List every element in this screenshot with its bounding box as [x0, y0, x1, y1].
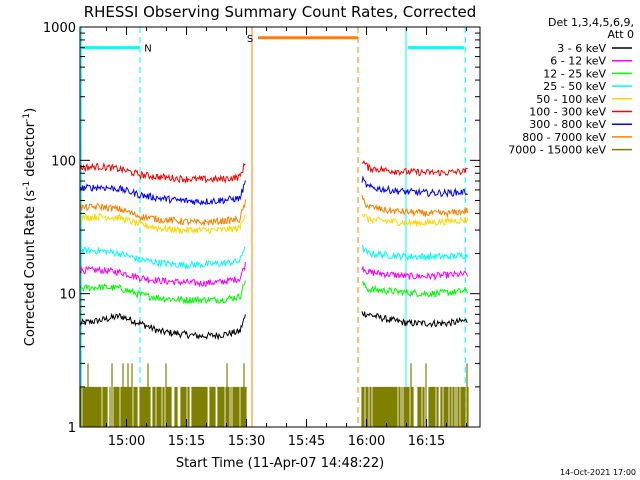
series-0-segment-0 — [79, 312, 246, 341]
y-tick-label-1: 10 — [59, 288, 76, 303]
y-tick-label-0: 1 — [68, 421, 76, 436]
series-2 — [79, 280, 469, 306]
legend-label-0: 3 - 6 keV — [557, 42, 606, 55]
series-5 — [79, 159, 468, 185]
legend-label-3: 25 - 50 keV — [543, 80, 606, 93]
plot-frame — [79, 26, 481, 428]
x-tick-label-4: 16:00 — [348, 434, 385, 449]
series-4 — [79, 212, 469, 235]
y-axis-label-sup2: -1 — [22, 113, 32, 122]
footer-timestamp: 14-Oct-2021 17:00 — [560, 468, 636, 477]
legend-label-2: 12 - 25 keV — [543, 67, 606, 80]
series-4-segment-1 — [361, 213, 469, 227]
flag-bar-label-0: N — [144, 44, 151, 55]
plot-area: NS — [79, 27, 469, 427]
y-axis-label-end: ) — [23, 108, 38, 113]
y-axis-label-main: Corrected Count Rate (s — [23, 190, 38, 347]
series-3-segment-1 — [361, 245, 469, 262]
series-6-segment-0 — [79, 180, 246, 206]
legend-label-5: 100 - 300 keV — [529, 106, 606, 119]
x-tick-label-0: 15:00 — [108, 434, 145, 449]
legend-label-4: 50 - 100 keV — [536, 93, 606, 106]
series-2-segment-1 — [361, 280, 469, 298]
series-3 — [79, 245, 469, 271]
y-tick-label-2: 100 — [51, 154, 76, 169]
series-6 — [79, 175, 468, 206]
series-8-segment-0 — [79, 363, 247, 427]
series-1 — [79, 261, 469, 288]
flag-bar-label-2: S — [247, 34, 253, 45]
legend-label-1: 6 - 12 keV — [550, 55, 606, 68]
series-4-segment-0 — [79, 212, 246, 235]
x-tick-label-3: 15:45 — [288, 434, 325, 449]
y-axis-label-mid: detector — [23, 121, 38, 181]
x-tick-label-1: 15:15 — [168, 434, 205, 449]
x-tick-label-5: 16:15 — [408, 434, 445, 449]
legend-label-7: 800 - 7000 keV — [522, 131, 606, 144]
series-2-segment-0 — [79, 280, 246, 306]
x-axis: 15:00 15:15 15:30 15:45 16:00 16:15 — [106, 27, 468, 449]
series-7 — [79, 194, 469, 227]
series-0-segment-1 — [361, 311, 468, 328]
series-8-segment-1 — [361, 363, 469, 427]
series-6-segment-1 — [361, 175, 468, 198]
series-1-segment-1 — [361, 266, 469, 282]
y-axis: 1 10 100 1000 — [43, 21, 480, 436]
series-8 — [79, 363, 469, 427]
series-5-segment-0 — [79, 162, 246, 185]
chart-title: RHESSI Observing Summary Count Rates, Co… — [84, 3, 477, 21]
y-axis-label: Corrected Count Rate (s-1 detector-1) — [22, 108, 38, 346]
legend-label-8: 7000 - 15000 keV — [508, 144, 606, 157]
x-tick-label-2: 15:30 — [228, 434, 265, 449]
legend-label-6: 300 - 800 keV — [529, 118, 606, 131]
series-1-segment-0 — [79, 261, 246, 288]
y-tick-label-3: 1000 — [43, 21, 76, 36]
series-0 — [79, 311, 468, 341]
legend-header-line-2: Att 0 — [608, 28, 634, 41]
y-axis-label-sup1: -1 — [22, 181, 32, 190]
series-5-segment-1 — [362, 159, 468, 177]
series-7-segment-1 — [361, 194, 469, 218]
legend-header-line-1: Det 1,3,4,5,6,9, — [548, 16, 634, 29]
series-7-segment-0 — [79, 199, 246, 227]
series-3-segment-0 — [79, 246, 246, 271]
x-axis-label: Start Time (11-Apr-07 14:48:22) — [176, 456, 384, 471]
